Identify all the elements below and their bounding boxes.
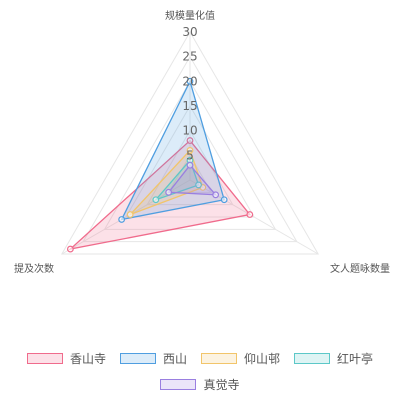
legend-item[interactable]: 香山寺 <box>26 350 106 367</box>
series-point <box>152 196 160 204</box>
legend: 香山寺 西山 仰山邨 红叶亭真觉寺 <box>0 350 400 393</box>
legend-swatch <box>160 379 197 390</box>
radar-series <box>66 77 254 253</box>
axis-label: 文人题咏数量 <box>330 262 390 275</box>
series-point <box>195 181 202 189</box>
tick-label: 20 <box>182 74 197 88</box>
axis-label: 规模量化值 <box>165 9 215 22</box>
series-point <box>246 211 254 218</box>
series-point <box>66 245 74 253</box>
tick-label: 10 <box>182 124 197 138</box>
series-point <box>186 137 194 144</box>
series-point <box>186 146 194 154</box>
grid-ring <box>60 30 320 255</box>
legend-item[interactable]: 仰山邨 <box>201 350 280 367</box>
legend-label: 香山寺 <box>69 352 106 366</box>
legend-swatch <box>119 353 156 364</box>
grid-ring <box>125 104 255 218</box>
legend-label: 红叶亭 <box>337 352 374 366</box>
series-area <box>167 164 218 196</box>
grid-ring <box>103 80 277 230</box>
series-point <box>165 188 173 196</box>
series-point <box>126 211 134 218</box>
tick-label: 25 <box>182 50 197 64</box>
grid-ring <box>82 55 298 243</box>
legend-label: 仰山邨 <box>244 352 281 366</box>
legend-item[interactable]: 西山 <box>119 350 187 367</box>
legend-item[interactable]: 真觉寺 <box>160 376 240 393</box>
legend-item[interactable]: 红叶亭 <box>294 350 373 367</box>
legend-swatch <box>26 353 63 364</box>
legend-label: 西山 <box>162 352 187 366</box>
radial-tick-labels: 5 10 15 20 25 30 <box>182 25 197 162</box>
axis-label: 提及次数 <box>14 262 54 275</box>
series-point <box>220 196 228 204</box>
series-point <box>186 77 194 85</box>
series-point <box>118 216 126 223</box>
tick-label: 15 <box>182 99 197 113</box>
axis-line <box>189 179 319 255</box>
legend-label: 真觉寺 <box>203 378 240 392</box>
tick-label: 30 <box>182 25 197 39</box>
series-point <box>212 191 220 199</box>
legend-swatch <box>294 353 331 364</box>
legend-swatch <box>201 353 237 364</box>
series-point <box>186 161 194 169</box>
tick-label: 5 <box>186 148 194 162</box>
